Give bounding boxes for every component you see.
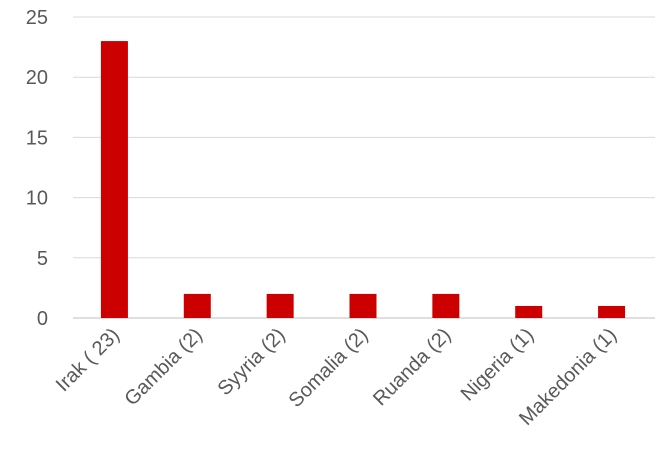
y-tick-label: 0 [37,308,48,330]
x-category-label: Somalia (2) [285,324,373,412]
x-category-label: Irak ( 23) [52,324,124,396]
gridlines [73,16,655,259]
x-category-label: Nigeria (1) [457,324,539,406]
x-category-label: Ruanda (2) [369,324,455,410]
y-tick-label: 5 [37,248,48,270]
bar [100,41,128,319]
x-category-label: Gambia (2) [121,324,207,410]
y-tick-label: 10 [26,188,48,210]
y-tick-label: 25 [26,7,48,29]
bars [100,41,626,319]
bar [266,293,294,318]
y-axis-ticks: 0 5 10 15 20 25 [26,7,48,330]
bar [515,305,543,318]
bar [432,293,460,318]
bar [349,293,377,318]
bar [598,305,626,318]
x-category-label: Syyria (2) [214,324,290,400]
x-axis-category-labels: Irak ( 23)Gambia (2) Syyria (2)Somalia (2… [52,324,621,430]
y-tick-label: 20 [26,67,48,89]
bar [183,293,211,318]
y-tick-label: 15 [26,127,48,149]
